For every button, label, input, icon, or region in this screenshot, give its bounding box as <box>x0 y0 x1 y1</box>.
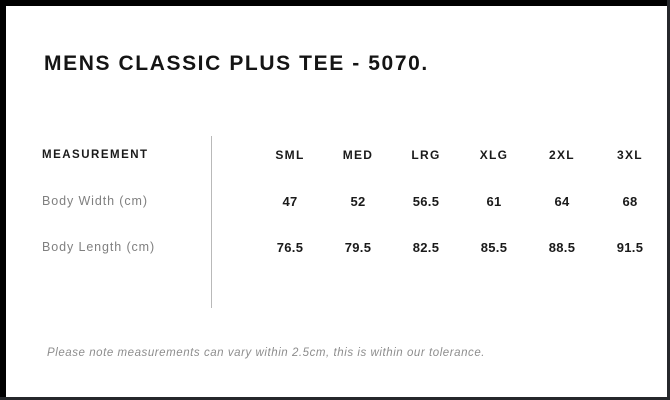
size-chart-table: MEASUREMENT SML MED LRG XLG 2XL 3XL Body… <box>42 132 664 270</box>
size-table-container: MEASUREMENT SML MED LRG XLG 2XL 3XL Body… <box>42 132 643 270</box>
frame-border-top <box>0 0 670 6</box>
column-header-lrg: LRG <box>411 148 441 162</box>
frame-border-bottom <box>0 397 670 400</box>
header-spacer <box>232 132 256 178</box>
cell-body-length-2xl: 88.5 <box>548 239 576 255</box>
cell-body-width-3xl: 68 <box>622 193 638 209</box>
column-header-sml: SML <box>275 148 305 162</box>
column-header-2xl: 2XL <box>549 148 575 162</box>
tolerance-note: Please note measurements can vary within… <box>47 347 486 359</box>
column-header-xlg: XLG <box>479 148 509 162</box>
cell-body-length-xlg: 85.5 <box>480 239 508 255</box>
cell-body-width-med: 52 <box>350 193 366 209</box>
cell-body-length-lrg: 82.5 <box>412 239 440 255</box>
frame-border-right <box>667 0 670 400</box>
page-title: MENS CLASSIC PLUS TEE - 5070. <box>44 52 429 75</box>
cell-body-width-xlg: 61 <box>486 193 502 209</box>
cell-body-width-sml: 47 <box>282 193 298 209</box>
cell-body-width-2xl: 64 <box>554 193 570 209</box>
cell-body-length-sml: 76.5 <box>276 239 304 255</box>
row-label-body-length: Body Length (cm) <box>42 240 156 254</box>
table-row: Body Width (cm) 47 52 56.5 61 64 68 <box>42 178 664 224</box>
frame-border-left <box>0 0 6 400</box>
column-header-measurement: MEASUREMENT <box>42 149 149 161</box>
cell-body-length-med: 79.5 <box>344 239 372 255</box>
cell-body-length-3xl: 91.5 <box>616 239 644 255</box>
table-column-divider <box>211 136 212 308</box>
row-label-body-width: Body Width (cm) <box>42 194 148 208</box>
column-header-3xl: 3XL <box>617 148 643 162</box>
row-spacer <box>232 178 256 224</box>
table-header-row: MEASUREMENT SML MED LRG XLG 2XL 3XL <box>42 132 664 178</box>
cell-body-width-lrg: 56.5 <box>412 193 440 209</box>
content-area: MENS CLASSIC PLUS TEE - 5070. MEASUREMEN… <box>6 6 667 397</box>
table-row: Body Length (cm) 76.5 79.5 82.5 85.5 88.… <box>42 224 664 270</box>
column-header-med: MED <box>342 148 374 162</box>
row-spacer <box>232 224 256 270</box>
